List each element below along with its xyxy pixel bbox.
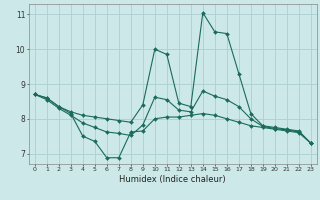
X-axis label: Humidex (Indice chaleur): Humidex (Indice chaleur) <box>119 175 226 184</box>
